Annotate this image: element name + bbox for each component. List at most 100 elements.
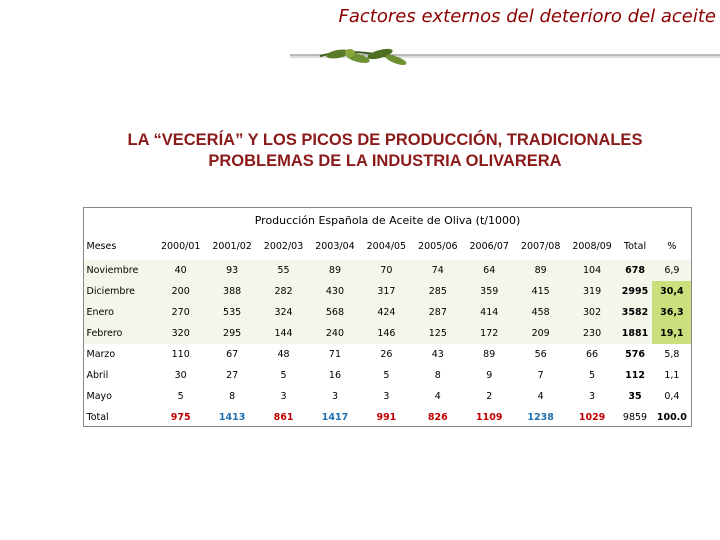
cell: 89 [483, 349, 496, 360]
cell: 112 [625, 370, 645, 381]
cell: 424 [377, 307, 396, 318]
cell: 1029 [578, 412, 606, 423]
cell: 285 [428, 286, 447, 297]
cell: 324 [274, 307, 293, 318]
cell: 4 [434, 391, 441, 402]
table-row: Noviembre 40 93 55 89 70 74 64 89 104 678 6,9 [83, 260, 692, 281]
cell: 535 [223, 307, 242, 318]
table-row: Mayo 5 8 3 3 3 4 2 4 3 35 0,4 [84, 386, 692, 407]
heading-line: LA “VECERÍA” Y LOS PICOS DE PRODUCCIÓN, … [127, 131, 643, 149]
cell: 26 [380, 349, 393, 360]
column-header: 2000/01 [160, 240, 201, 252]
cell: 67 [226, 349, 239, 360]
cell: 8 [229, 391, 236, 402]
cell: 576 [625, 349, 645, 360]
cell: 5 [589, 370, 596, 381]
heading-line: PROBLEMAS DE LA INDUSTRIA OLIVARERA [208, 152, 562, 170]
column-header: 2007/08 [520, 240, 561, 252]
cell: 2 [486, 391, 493, 402]
cell: 64 [483, 265, 496, 276]
cell: 125 [428, 328, 447, 339]
cell: 27 [226, 370, 239, 381]
page-title: Factores externos del deterioro del acei… [338, 6, 716, 27]
cell: 5 [280, 370, 287, 381]
table-row: Marzo 110 67 48 71 26 43 89 56 66 576 5,8 [84, 344, 692, 365]
cell: 9859 [622, 412, 648, 423]
cell: 43 [431, 349, 444, 360]
cell: 172 [480, 328, 499, 339]
cell: 55 [277, 265, 290, 276]
table-row: Enero 270 535 324 568 424 287 414 458 302 3582 36,3 [83, 302, 692, 323]
row-label: Febrero [86, 328, 123, 339]
table-row: Abril 30 27 5 16 5 8 9 7 5 112 1,1 [84, 365, 692, 386]
column-header: 2005/06 [418, 240, 458, 252]
cell: 7 [537, 370, 544, 381]
table-title: Producción Española de Aceite de Oliva (… [83, 207, 692, 232]
cell: 3 [589, 391, 596, 402]
table-row: Total 975 1413 861 1417 991 826 1109 1238 1029 985… [84, 407, 692, 428]
cell: 1413 [218, 412, 246, 423]
title-row: Producción Española de Aceite de Oliva (… [83, 207, 692, 232]
cell: 414 [480, 307, 499, 318]
cell: 302 [583, 307, 602, 318]
cell: 30,4 [652, 281, 692, 302]
cell: 270 [171, 307, 190, 318]
cell: 359 [480, 286, 499, 297]
cell: 6,9 [664, 265, 680, 276]
cell: 200 [171, 286, 190, 297]
cell: 230 [583, 328, 602, 339]
cell: 40 [174, 265, 187, 276]
cell: 5 [177, 391, 184, 402]
cell: 48 [277, 349, 290, 360]
cell: 16 [328, 370, 341, 381]
cell: 430 [325, 286, 345, 297]
row-label: Mayo [86, 391, 112, 402]
cell: 104 [583, 265, 602, 276]
cell: 320 [171, 328, 190, 339]
cell: 5 [383, 370, 390, 381]
header-decoration [290, 48, 720, 65]
column-header: 2003/04 [315, 240, 355, 252]
cell: 3 [383, 391, 390, 402]
cell: 9 [486, 370, 493, 381]
cell: 35 [628, 391, 642, 402]
cell: 66 [586, 349, 599, 360]
cell: 1,1 [664, 370, 680, 381]
column-header: 2001/02 [212, 240, 252, 252]
cell: 3 [331, 391, 338, 402]
table-row: Diciembre 200 388 282 430 317 285 359 415 319 2995… [83, 281, 692, 302]
cell: 295 [223, 328, 242, 339]
cell: 5,8 [664, 349, 680, 360]
cell: 319 [583, 286, 602, 297]
table-row: Febrero 320 295 144 240 146 125 172 209 230 1881 19… [83, 323, 692, 344]
cell: 56 [534, 349, 547, 360]
cell: 975 [170, 412, 191, 423]
cell: 1881 [621, 328, 649, 339]
cell: 568 [325, 307, 345, 318]
cell: 110 [171, 349, 190, 360]
column-header: % [667, 240, 677, 252]
column-header: Meses [86, 240, 117, 252]
column-header: 2004/05 [366, 240, 407, 252]
cell: 678 [625, 265, 645, 276]
cell: 74 [431, 265, 444, 276]
cell: 89 [534, 265, 547, 276]
cell: 209 [531, 328, 550, 339]
cell: 71 [328, 349, 341, 360]
column-header: 2006/07 [469, 240, 509, 252]
cell: 36,3 [652, 302, 692, 323]
cell: 70 [380, 265, 393, 276]
cell: 240 [325, 328, 345, 339]
cell: 19,1 [652, 323, 692, 344]
cell: 146 [377, 328, 396, 339]
column-header: Total [623, 240, 647, 252]
cell: 0,4 [664, 391, 680, 402]
row-label: Abril [86, 370, 109, 381]
cell: 826 [427, 412, 448, 423]
cell: 8 [434, 370, 441, 381]
cell: 2995 [621, 286, 649, 297]
cell: 1238 [527, 412, 554, 423]
cell: 415 [531, 286, 550, 297]
cell: 317 [377, 286, 396, 297]
